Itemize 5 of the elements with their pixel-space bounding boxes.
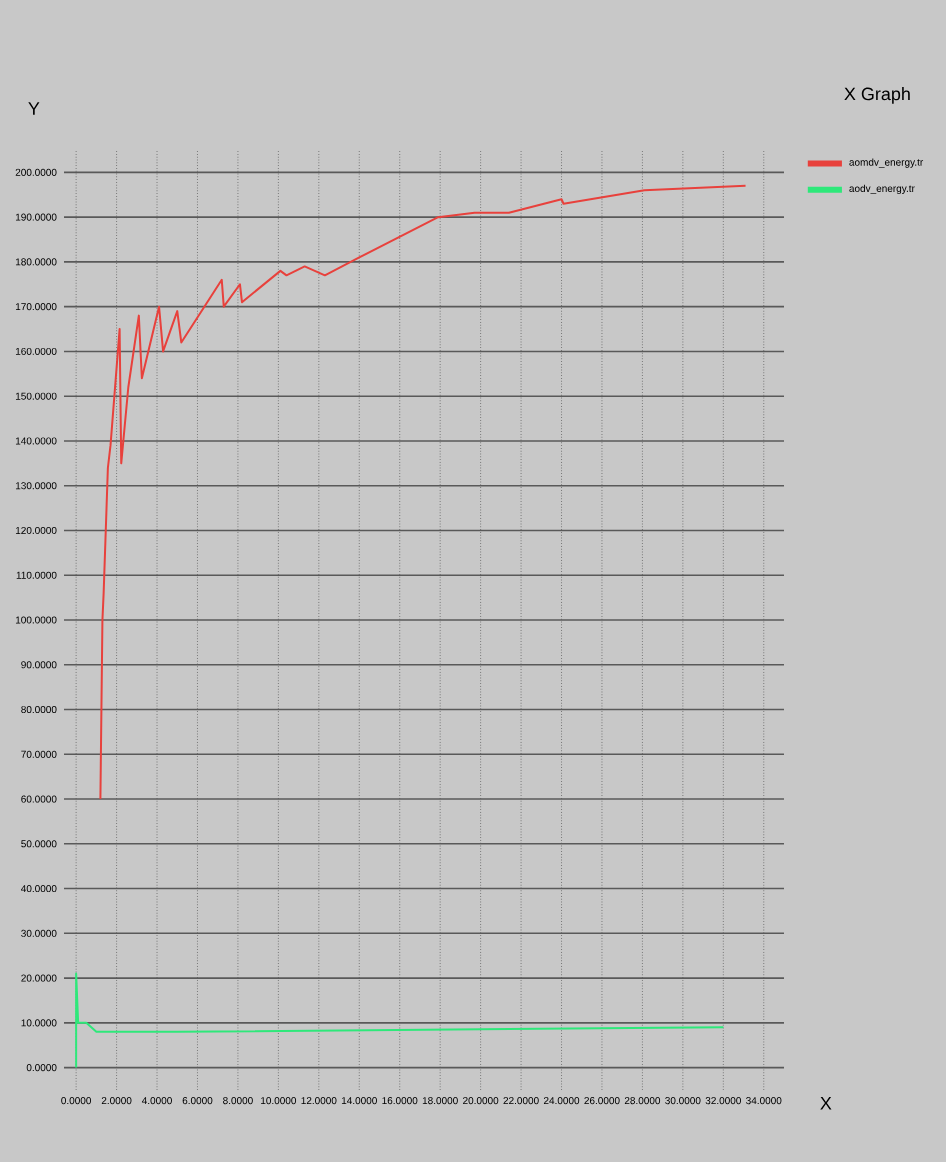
x-axis-title: X xyxy=(820,1097,832,1110)
line-series xyxy=(99,184,747,801)
y-axis-title: Y xyxy=(28,102,40,115)
line-series xyxy=(75,972,725,1069)
text: X Graph xyxy=(844,87,910,104)
